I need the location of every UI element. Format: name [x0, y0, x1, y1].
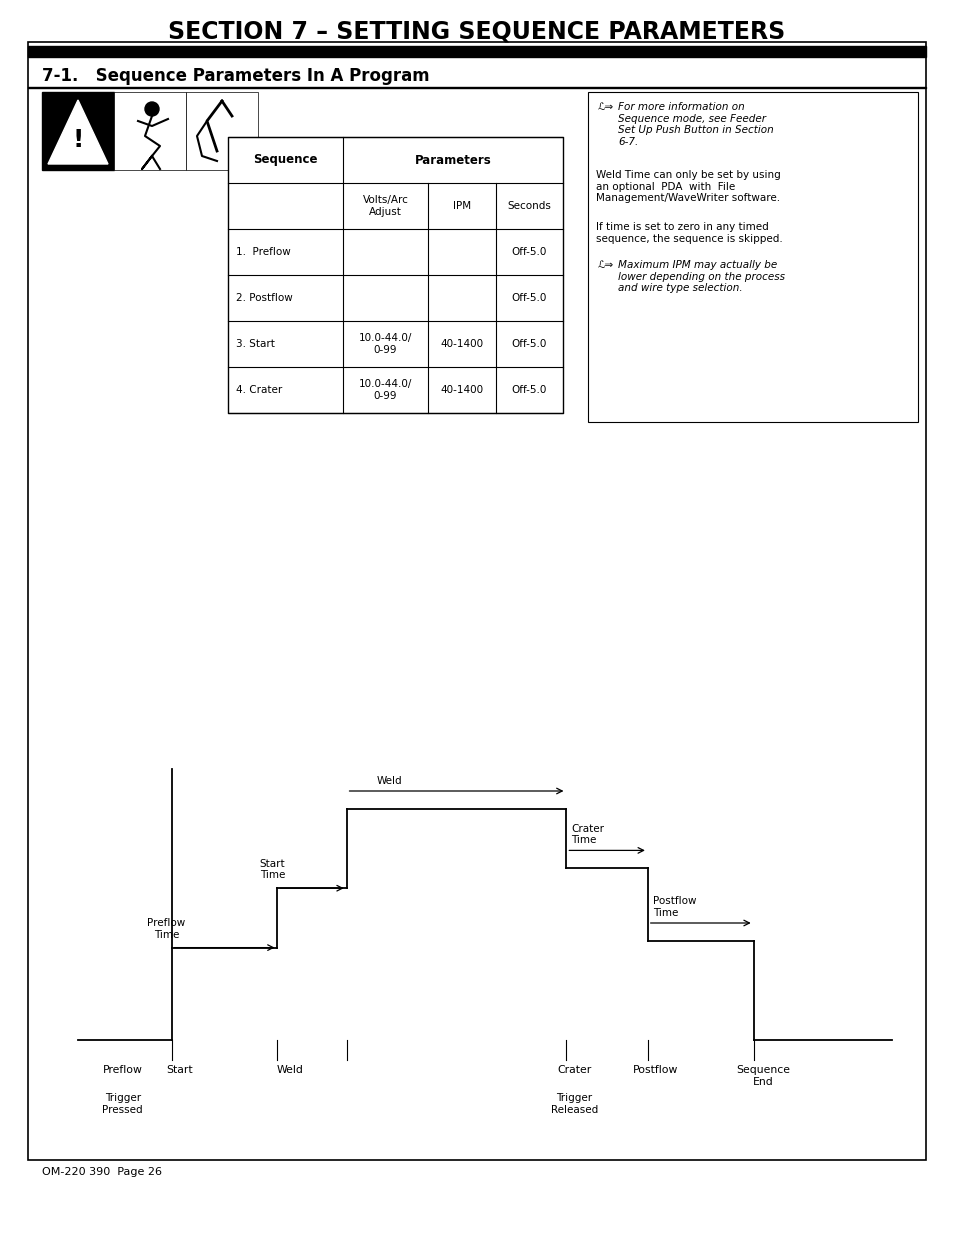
Bar [113, 91, 186, 170]
Bar [228, 137, 562, 412]
Text: Off-5.0: Off-5.0 [511, 293, 547, 303]
Text: 2. Postflow: 2. Postflow [235, 293, 293, 303]
Text: 7-1.   Sequence Parameters In A Program: 7-1. Sequence Parameters In A Program [42, 67, 429, 85]
Bar [587, 91, 917, 422]
Text: SECTION 7 – SETTING SEQUENCE PARAMETERS: SECTION 7 – SETTING SEQUENCE PARAMETERS [168, 20, 785, 44]
Text: Start
Time: Start Time [259, 858, 285, 881]
Text: Postflow: Postflow [633, 1065, 678, 1074]
Text: Sequence
End: Sequence End [736, 1065, 789, 1087]
Text: ℒ⇒: ℒ⇒ [598, 103, 614, 112]
Text: Sequence: Sequence [253, 153, 317, 167]
Text: 4. Crater: 4. Crater [235, 385, 282, 395]
Text: Preflow
Time: Preflow Time [148, 918, 186, 940]
Text: Maximum IPM may actually be
lower depending on the process
and wire type selecti: Maximum IPM may actually be lower depend… [618, 261, 784, 293]
Text: Volts/Arc
Adjust: Volts/Arc Adjust [362, 195, 408, 217]
Text: Trigger
Pressed: Trigger Pressed [102, 1093, 143, 1115]
Text: 10.0-44.0/
0-99: 10.0-44.0/ 0-99 [358, 333, 412, 354]
Text: Preflow: Preflow [103, 1065, 143, 1074]
Circle shape [145, 103, 159, 116]
Text: Seconds: Seconds [507, 201, 551, 211]
Text: 1.  Preflow: 1. Preflow [235, 247, 291, 257]
Text: Weld Time can only be set by using
an optional  PDA  with  File
Management/WaveW: Weld Time can only be set by using an op… [596, 170, 780, 204]
Text: Off-5.0: Off-5.0 [511, 338, 547, 350]
Text: 3. Start: 3. Start [235, 338, 274, 350]
Text: Trigger
Released: Trigger Released [550, 1093, 598, 1115]
Text: For more information on
Sequence mode, see Feeder
Set Up Push Button in Section
: For more information on Sequence mode, s… [618, 103, 773, 147]
Text: IPM: IPM [453, 201, 471, 211]
Text: If time is set to zero in any timed
sequence, the sequence is skipped.: If time is set to zero in any timed sequ… [596, 222, 781, 243]
Text: Postflow
Time: Postflow Time [652, 897, 696, 918]
Text: Parameters: Parameters [415, 153, 491, 167]
Polygon shape [48, 100, 108, 164]
Text: Weld: Weld [276, 1065, 303, 1074]
Text: 40-1400: 40-1400 [440, 338, 483, 350]
Text: Off-5.0: Off-5.0 [511, 385, 547, 395]
Bar [228, 137, 562, 412]
Text: Weld: Weld [376, 776, 402, 785]
Text: 40-1400: 40-1400 [440, 385, 483, 395]
Text: Crater
Time: Crater Time [571, 824, 604, 846]
Text: ℒ⇒: ℒ⇒ [598, 261, 614, 270]
Bar [186, 91, 257, 170]
Text: Off-5.0: Off-5.0 [511, 247, 547, 257]
Bar [28, 86, 925, 88]
Bar [42, 91, 113, 170]
Text: Start: Start [166, 1065, 193, 1074]
Text: OM-220 390  Page 26: OM-220 390 Page 26 [42, 1167, 162, 1177]
Text: Crater: Crater [557, 1065, 591, 1074]
Bar [28, 46, 925, 57]
Text: !: ! [72, 128, 84, 152]
Text: 10.0-44.0/
0-99: 10.0-44.0/ 0-99 [358, 379, 412, 401]
